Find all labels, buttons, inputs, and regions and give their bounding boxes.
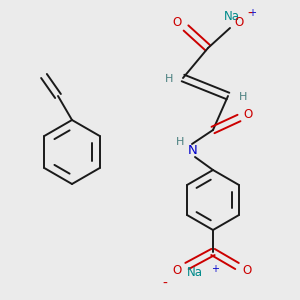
Text: +: + (211, 264, 219, 274)
Text: -: - (163, 277, 167, 291)
Text: H: H (176, 137, 184, 147)
Text: O: O (242, 265, 252, 278)
Text: +: + (248, 8, 256, 18)
Text: O: O (172, 16, 182, 28)
Text: H: H (165, 74, 173, 84)
Text: -: - (248, 7, 252, 21)
Text: O: O (234, 16, 244, 29)
Text: O: O (172, 265, 182, 278)
Text: N: N (188, 143, 198, 157)
Text: H: H (239, 92, 247, 102)
Text: Na: Na (224, 10, 240, 22)
Text: Na: Na (187, 266, 203, 278)
Text: O: O (243, 107, 253, 121)
